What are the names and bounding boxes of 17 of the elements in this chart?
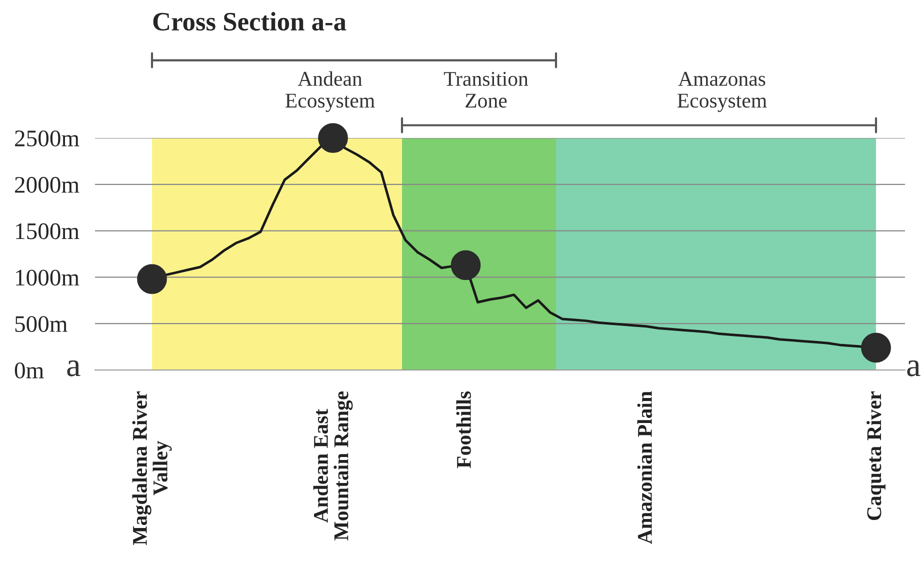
chart-title: Cross Section a-a <box>153 12 346 31</box>
x-tick-label: Foothills <box>456 391 471 468</box>
text: Transition Zone <box>444 72 528 108</box>
text: a <box>67 360 80 376</box>
y-tick-label: 1500m <box>16 223 80 240</box>
x-tick-label: Caqueta River <box>866 391 886 520</box>
x-tick-label: Magdalena River Valley <box>132 391 172 546</box>
x-tick-label: Andean East Mountain Range <box>313 391 353 540</box>
text: Amazonas Ecosystem <box>677 72 767 112</box>
text: Andean Ecosystem <box>285 71 375 112</box>
y-tick-label: 2000m <box>15 176 80 193</box>
y-tick-label: 1000m <box>16 270 80 286</box>
x-tick-label: Amazonian Plain <box>637 391 652 544</box>
y-tick-label: 0m <box>14 362 44 378</box>
y-tick-label: 2500m <box>15 130 80 146</box>
y-tick-label: 500m <box>15 316 68 332</box>
text: a <box>907 360 920 376</box>
